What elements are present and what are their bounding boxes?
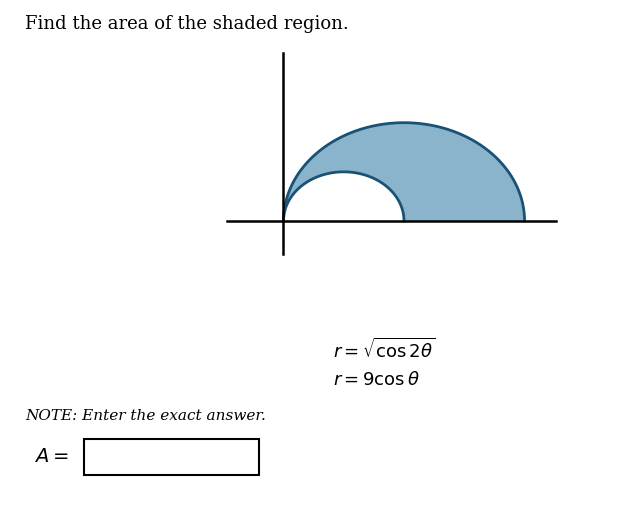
- Text: NOTE: Enter the exact answer.: NOTE: Enter the exact answer.: [25, 409, 266, 423]
- Polygon shape: [283, 172, 404, 221]
- FancyBboxPatch shape: [84, 439, 259, 475]
- Text: $A =$: $A =$: [34, 448, 69, 466]
- Text: $r = 9 \cos \theta$: $r = 9 \cos \theta$: [333, 371, 420, 389]
- Polygon shape: [283, 123, 525, 221]
- Text: Find the area of the shaded region.: Find the area of the shaded region.: [25, 15, 349, 33]
- Text: $r = \sqrt{\cos 2\theta}$: $r = \sqrt{\cos 2\theta}$: [333, 338, 436, 362]
